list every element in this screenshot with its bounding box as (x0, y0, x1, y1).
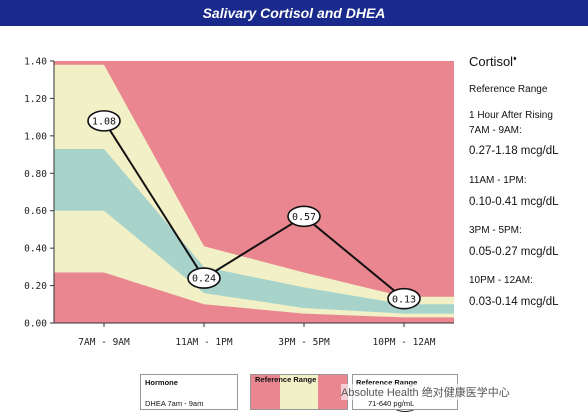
timing-note: 1 Hour After Rising (469, 110, 553, 121)
data-label: 0.57 (292, 212, 316, 223)
hormone-column-header: Hormone (145, 378, 178, 387)
range-bands (54, 61, 454, 323)
data-label: 1.08 (92, 116, 116, 127)
diamond-marker-icon: ♦ (513, 55, 517, 63)
cortisol-series-line (103, 120, 405, 300)
x-tick-label: 3PM - 5PM (278, 337, 330, 348)
cortisol-chart: 0.00 0.20 0.40 0.60 0.80 1.00 1.20 1.40 7AM - 9A… (24, 57, 454, 348)
y-tick-label: 0.80 (24, 169, 47, 180)
y-tick-label: 0.00 (24, 319, 47, 330)
data-point-marker (387, 287, 421, 310)
time-window-3: 3PM - 5PM: (469, 225, 522, 236)
optimal-range-band (54, 149, 454, 314)
watermark-text: Absolute Health 绝对健康医学中心 (341, 384, 510, 400)
x-tick-label: 11AM - 1PM (175, 337, 232, 348)
y-tick-label: 1.40 (24, 57, 47, 68)
reference-range-header: Reference Range (255, 375, 317, 384)
range-value-2: 0.10-0.41 mcg/dL (469, 196, 559, 208)
reference-panel-title: Cortisol♦ (469, 54, 517, 69)
y-tick-label: 1.20 (24, 94, 47, 105)
reference-range-header-2: Reference Range (356, 378, 418, 387)
y-tick-label: 1.00 (24, 131, 47, 142)
range-value-1: 0.27-1.18 mcg/dL (469, 145, 559, 157)
range-value-3: 0.05-0.27 mcg/dL (469, 246, 559, 258)
data-point-marker (187, 267, 221, 289)
hormone-cell (140, 374, 238, 410)
data-point-marker (87, 110, 121, 132)
hormone-name: Cortisol (469, 54, 514, 69)
data-point-marker (287, 205, 321, 228)
dhea-row-label: DHEA 7am - 9am (145, 399, 204, 408)
dhea-range-value: 71-640 pg/mL (368, 399, 415, 408)
y-tick-label: 0.40 (24, 244, 47, 255)
data-label: 0.24 (192, 274, 216, 285)
chart-title-bar: Salivary Cortisol and DHEA (0, 0, 588, 26)
chart-title: Salivary Cortisol and DHEA (202, 5, 386, 21)
chart-axes: 0.00 0.20 0.40 0.60 0.80 1.00 1.20 1.40 7AM - 9A… (24, 57, 454, 348)
x-tick-label: 7AM - 9AM (78, 337, 130, 348)
range-value-4: 0.03-0.14 mcg/dL (469, 296, 559, 308)
time-window-1: 7AM - 9AM: (469, 125, 522, 136)
reference-range-band (54, 64, 454, 318)
x-tick-label: 10PM - 12AM (373, 337, 436, 348)
reference-range-label: Reference Range (469, 84, 548, 95)
data-label: 0.13 (392, 294, 416, 305)
y-tick-label: 0.60 (24, 206, 47, 217)
y-tick-label: 0.20 (24, 281, 47, 292)
time-window-4: 10PM - 12AM: (469, 275, 533, 286)
data-marks: 1.08 0.24 0.57 0.13 (87, 110, 421, 310)
time-window-2: 11AM - 1PM: (469, 175, 527, 186)
